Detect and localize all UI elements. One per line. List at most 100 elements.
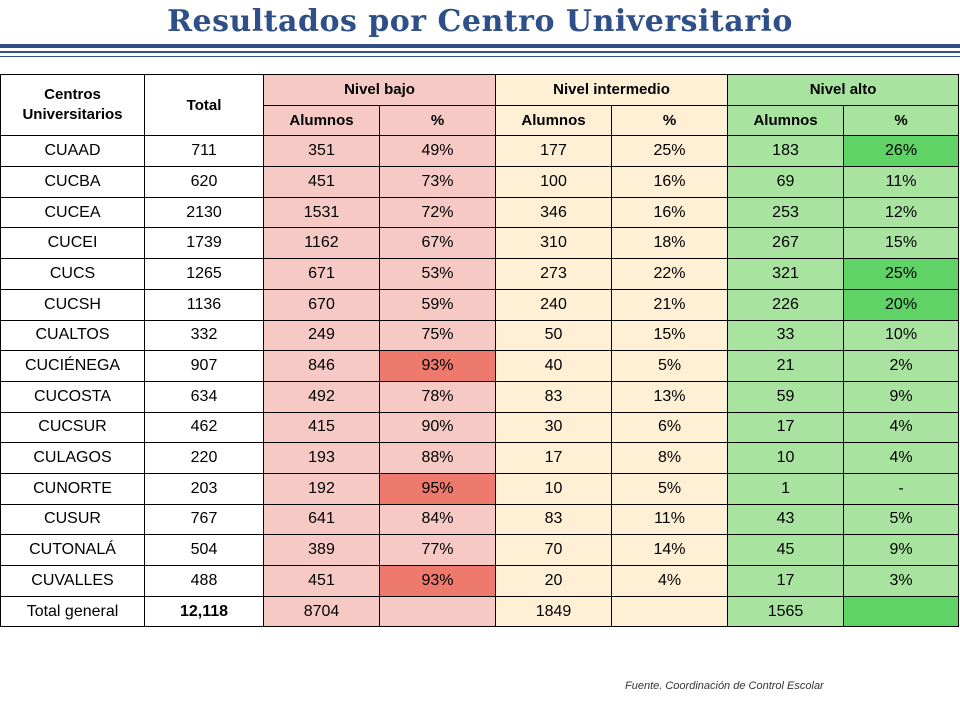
- table-row: CUNORTE 203 192 95% 10 5% 1 -: [0, 472, 960, 505]
- table-row: CUTONALÁ 504 389 77% 70 14% 45 9%: [0, 534, 960, 566]
- table-row: CULAGOS 220 193 88% 17 8% 10 4%: [0, 442, 960, 474]
- cell-bajo-pct: 90%: [378, 411, 497, 444]
- total-label: Total general: [0, 595, 145, 628]
- cell-int-alumnos: 20: [495, 565, 613, 597]
- cell-alto-pct: 10%: [843, 319, 960, 352]
- cell-alto-pct: 4%: [843, 442, 960, 474]
- table-row: CUAAD 711 351 49% 177 25% 183 26%: [0, 135, 960, 168]
- table-row: CUCS 1265 671 53% 273 22% 321 25%: [0, 258, 960, 290]
- cell-bajo-pct: 49%: [378, 135, 497, 168]
- total-bajo-alumnos: 8704: [263, 595, 380, 628]
- cell-total: 504: [144, 534, 264, 566]
- total-value: 12,118: [144, 595, 264, 628]
- total-alto-alumnos: 1565: [727, 595, 845, 628]
- cell-alto-alumnos: 17: [727, 411, 845, 444]
- cell-alto-pct: 9%: [843, 534, 960, 566]
- cell-int-pct: 16%: [611, 166, 729, 198]
- cell-centro: CUNORTE: [0, 472, 145, 505]
- cell-bajo-alumnos: 492: [263, 380, 380, 413]
- cell-centro: CUALTOS: [0, 319, 145, 352]
- cell-bajo-pct: 53%: [378, 258, 497, 290]
- cell-total: 634: [144, 380, 264, 413]
- cell-int-alumnos: 83: [495, 503, 613, 536]
- title-rule-thin-1: [0, 51, 960, 53]
- cell-alto-pct: 12%: [843, 196, 960, 229]
- cell-bajo-pct: 93%: [378, 565, 497, 597]
- cell-bajo-alumnos: 1531: [263, 196, 380, 229]
- title-rule-thin-2: [0, 56, 960, 57]
- cell-int-alumnos: 83: [495, 380, 613, 413]
- cell-total: 620: [144, 166, 264, 198]
- cell-bajo-pct: 84%: [378, 503, 497, 536]
- cell-int-pct: 4%: [611, 565, 729, 597]
- cell-total: 767: [144, 503, 264, 536]
- cell-alto-pct: -: [843, 472, 960, 505]
- cell-bajo-pct: 78%: [378, 380, 497, 413]
- cell-alto-pct: 25%: [843, 258, 960, 290]
- cell-int-pct: 15%: [611, 319, 729, 352]
- cell-bajo-alumnos: 846: [263, 350, 380, 382]
- cell-centro: CUCSH: [0, 288, 145, 321]
- source-note: Fuente. Coordinación de Control Escolar: [625, 680, 824, 692]
- header-nivel-alto: Nivel alto: [727, 74, 960, 106]
- cell-bajo-pct: 73%: [378, 166, 497, 198]
- cell-int-pct: 16%: [611, 196, 729, 229]
- total-int-pct: [611, 595, 729, 628]
- cell-bajo-pct: 67%: [378, 227, 497, 260]
- cell-alto-pct: 3%: [843, 565, 960, 597]
- cell-bajo-alumnos: 192: [263, 472, 380, 505]
- header-row-2: Alumnos % Alumnos % Alumnos %: [1, 104, 960, 137]
- cell-total: 203: [144, 472, 264, 505]
- table-row: CUCSUR 462 415 90% 30 6% 17 4%: [0, 411, 960, 444]
- title-rule-thick: [0, 44, 960, 48]
- cell-centro: CUCS: [0, 258, 145, 290]
- table-row: CUSUR 767 641 84% 83 11% 43 5%: [0, 503, 960, 536]
- header-int-alumnos: Alumnos: [495, 104, 613, 137]
- cell-bajo-alumnos: 1162: [263, 227, 380, 260]
- cell-int-pct: 11%: [611, 503, 729, 536]
- cell-bajo-alumnos: 351: [263, 135, 380, 168]
- cell-int-alumnos: 17: [495, 442, 613, 474]
- cell-alto-alumnos: 267: [727, 227, 845, 260]
- cell-centro: CUCEI: [0, 227, 145, 260]
- cell-alto-alumnos: 59: [727, 380, 845, 413]
- cell-int-pct: 8%: [611, 442, 729, 474]
- table-row: CUCBA 620 451 73% 100 16% 69 11%: [0, 166, 960, 198]
- total-bajo-pct: [378, 595, 497, 628]
- cell-int-alumnos: 310: [495, 227, 613, 260]
- cell-alto-alumnos: 10: [727, 442, 845, 474]
- cell-int-pct: 18%: [611, 227, 729, 260]
- cell-int-alumnos: 177: [495, 135, 613, 168]
- cell-bajo-alumnos: 670: [263, 288, 380, 321]
- cell-alto-pct: 11%: [843, 166, 960, 198]
- cell-bajo-pct: 95%: [378, 472, 497, 505]
- cell-bajo-alumnos: 415: [263, 411, 380, 444]
- header-row-1: Centros Universitarios Total Nivel bajo …: [0, 73, 960, 137]
- cell-centro: CUTONALÁ: [0, 534, 145, 566]
- cell-centro: CUCEA: [0, 196, 145, 229]
- header-bajo-alumnos: Alumnos: [263, 104, 380, 137]
- cell-alto-pct: 5%: [843, 503, 960, 536]
- cell-int-pct: 25%: [611, 135, 729, 168]
- cell-alto-alumnos: 183: [727, 135, 845, 168]
- table-row: CUVALLES 488 451 93% 20 4% 17 3%: [0, 565, 960, 597]
- table-row: CUCIÉNEGA 907 846 93% 40 5% 21 2%: [0, 350, 960, 382]
- cell-total: 462: [144, 411, 264, 444]
- cell-int-pct: 21%: [611, 288, 729, 321]
- cell-alto-alumnos: 321: [727, 258, 845, 290]
- header-bajo-pct: %: [378, 104, 497, 137]
- cell-alto-alumnos: 69: [727, 166, 845, 198]
- header-alto-pct: %: [843, 104, 960, 137]
- cell-alto-alumnos: 253: [727, 196, 845, 229]
- cell-int-alumnos: 10: [495, 472, 613, 505]
- cell-alto-alumnos: 21: [727, 350, 845, 382]
- cell-total: 332: [144, 319, 264, 352]
- cell-int-pct: 14%: [611, 534, 729, 566]
- cell-total: 2130: [144, 196, 264, 229]
- cell-alto-pct: 20%: [843, 288, 960, 321]
- header-nivel-bajo: Nivel bajo: [262, 74, 497, 106]
- cell-bajo-alumnos: 451: [263, 166, 380, 198]
- cell-int-alumnos: 30: [495, 411, 613, 444]
- cell-alto-pct: 15%: [843, 227, 960, 260]
- cell-alto-alumnos: 1: [727, 472, 845, 505]
